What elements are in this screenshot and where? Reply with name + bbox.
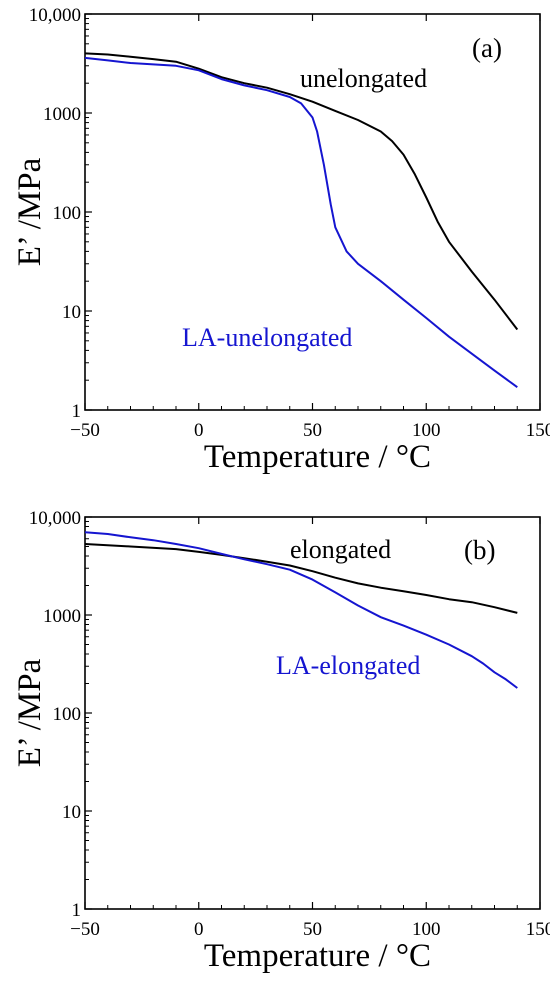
x-tick-label: −50 xyxy=(70,919,100,940)
panel-label: (b) xyxy=(464,535,495,565)
x-tick-label: 50 xyxy=(303,420,322,441)
series-line-elongated xyxy=(84,543,518,614)
x-axis-label: Temperature / °C xyxy=(204,938,431,974)
x-tick-label: 0 xyxy=(194,420,204,441)
x-tick-label: 150 xyxy=(526,919,550,940)
y-tick-label: 10 xyxy=(62,802,81,823)
y-tick-label: 10 xyxy=(62,302,81,323)
series-label-la-elongated: LA-elongated xyxy=(276,651,420,680)
y-tick-label: 10,000 xyxy=(29,508,81,529)
y-tick-label: 100 xyxy=(53,203,82,224)
y-axis-label: E’ /MPa xyxy=(12,658,48,767)
x-tick-label: 50 xyxy=(303,919,322,940)
panel-label: (a) xyxy=(472,33,502,63)
panel-a: −50 0 50 100 150 1 10 100 1000 10,000 Temperature … xyxy=(12,5,550,475)
panel-b: −50 0 50 100 150 1 10 100 1000 10,000 Temperature … xyxy=(12,508,550,974)
x-tick-label: 0 xyxy=(194,919,204,940)
series-label-la-unelongated: LA-unelongated xyxy=(182,323,352,352)
series-label-unelongated: unelongated xyxy=(300,64,427,93)
y-tick-label: 1 xyxy=(72,401,82,422)
y-tick-label: 100 xyxy=(53,704,82,725)
series-line-unelongated xyxy=(84,52,519,331)
y-tick-label: 1 xyxy=(72,900,82,921)
x-tick-label: 100 xyxy=(412,420,441,441)
x-axis-label: Temperature / °C xyxy=(204,439,431,475)
y-tick-label: 1000 xyxy=(43,104,81,125)
series-line-la-elongated xyxy=(84,531,518,689)
plot-frame xyxy=(84,516,541,910)
y-tick-label: 10,000 xyxy=(29,5,81,26)
y-axis-label: E’ /MPa xyxy=(12,157,48,266)
x-tick-label: 100 xyxy=(412,919,441,940)
x-tick-label: 150 xyxy=(526,420,550,441)
x-tick-label: −50 xyxy=(70,420,100,441)
y-tick-label: 1000 xyxy=(43,606,81,627)
series-label-elongated: elongated xyxy=(290,535,391,564)
